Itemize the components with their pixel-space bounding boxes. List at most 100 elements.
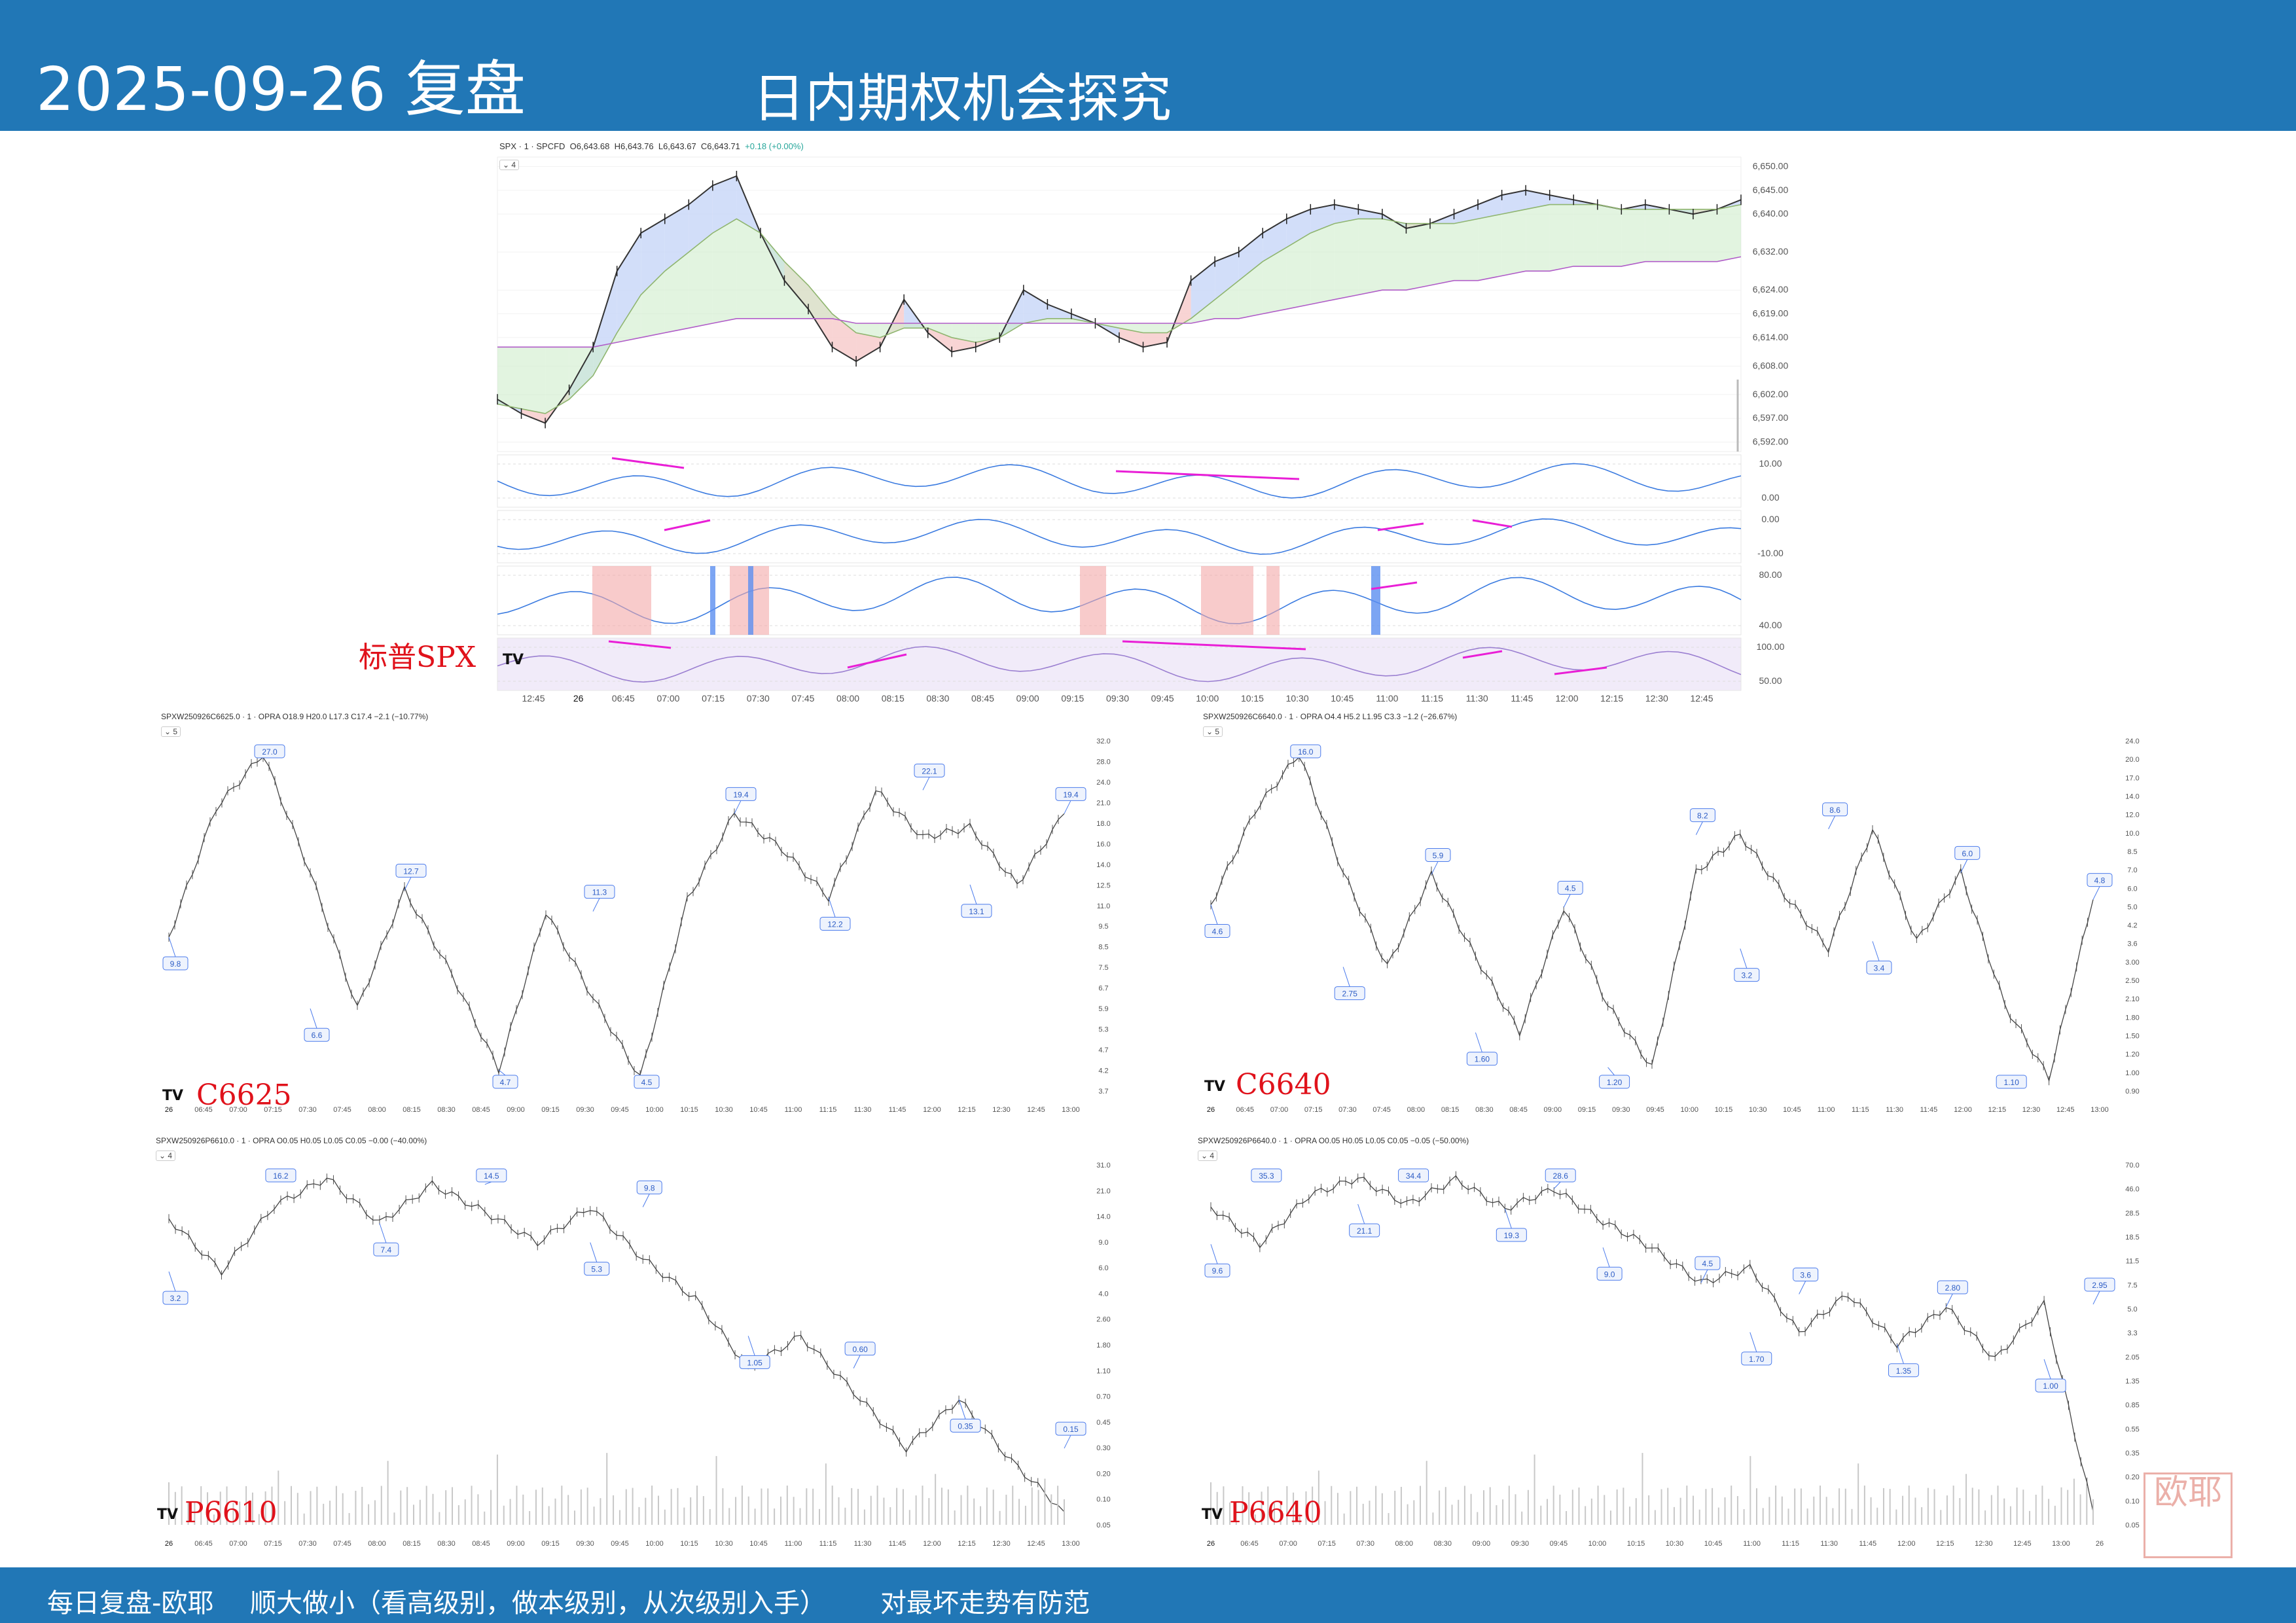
c6640-y-tick-label: 5.0 (2127, 903, 2137, 911)
p6640-y-tick-label: 5.0 (2127, 1306, 2137, 1313)
spx-subpanel-line (497, 518, 1742, 555)
c6640-annotation-leader (1828, 815, 1836, 830)
header-bar: 2025-09-26 复盘 日内期权机会探究 (0, 0, 2296, 131)
p6640-indicator-toggle[interactable]: ⌄ 4 (1198, 1150, 1218, 1161)
p6640-x-tick-label: 12:30 (1975, 1540, 1993, 1548)
c6625-x-tick-label: 10:15 (680, 1106, 698, 1114)
spx-chart-panel[interactable]: 6,650.00 6,645.00 6,640.00 6,632.00 6,624.00… (494, 137, 1797, 707)
p6640-x-tick-label: 11:30 (1820, 1540, 1838, 1548)
p6640-annotation-label: 34.4 (1406, 1171, 1422, 1181)
spx-y-tick-label: 6,597.00 (1753, 412, 1789, 423)
c6625-indicator-toggle[interactable]: ⌄ 5 (161, 726, 181, 737)
spx-band-lower-segment (1549, 204, 1574, 272)
c6625-annotation-leader (828, 897, 836, 918)
p6640-annotation-box (1888, 1363, 1919, 1378)
c6625-annotation-box (819, 916, 851, 931)
p6610-annotation-leader (379, 1222, 387, 1243)
p6610-chart-svg: 31.0 21.0 14.0 9.0 6.0 4.0 2.60 1.80 1.10 0.70 0.4… (162, 1162, 1111, 1548)
c6625-annotation-label: 27.0 (262, 747, 278, 757)
c6625-x-tick-label: 11:00 (785, 1106, 802, 1114)
c6625-chart-panel[interactable]: 32.0 28.0 24.0 21.0 18.0 16.0 14.0 12.5 11.0 9.5 8… (154, 708, 1130, 1117)
p6640-y-tick-label: 0.35 (2125, 1450, 2139, 1457)
c6625-x-tick-label: 10:30 (715, 1106, 733, 1114)
p6610-x-tick-label: 07:45 (333, 1540, 351, 1548)
p6610-y-tick-label: 0.20 (1096, 1470, 1110, 1478)
p6610-chart-panel[interactable]: 31.0 21.0 14.0 9.0 6.0 4.0 2.60 1.80 1.10 0.70 0.4… (154, 1132, 1130, 1551)
spx-band-segment (1047, 304, 1071, 319)
spx-x-tick-label: 11:30 (1466, 693, 1488, 704)
spx-band-lower-segment (617, 294, 641, 343)
spx-band-segment (1621, 204, 1645, 209)
p6640-annotation-label: 21.1 (1357, 1226, 1372, 1236)
p6640-annotation-leader (1602, 1247, 1610, 1268)
p6610-annotation-label: 0.35 (958, 1421, 973, 1431)
spx-band-lower-segment (1310, 223, 1335, 304)
p6610-annotation-leader (642, 1194, 650, 1207)
c6640-y-tick-label: 2.10 (2125, 995, 2139, 1003)
c6625-annotation-leader (734, 800, 742, 814)
spx-band-lower-segment (1263, 247, 1287, 314)
spx-indicator-toggle[interactable]: ⌄ 4 (499, 160, 520, 170)
c6640-y-tick-label: 3.00 (2125, 959, 2139, 967)
c6625-annotation-leader (404, 877, 412, 891)
p6610-x-tick-label: 12:45 (1027, 1540, 1045, 1548)
spx-band-lower-segment (1645, 209, 1670, 262)
p6640-chart-panel[interactable]: 70.0 46.0 28.5 18.5 11.5 7.5 5.0 3.3 2.05 1.35 0.8… (1196, 1132, 2159, 1551)
c6640-y-tick-label: 12.0 (2125, 812, 2139, 819)
c6625-x-tick-label: 08:00 (368, 1106, 386, 1114)
p6640-y-tick-label: 0.20 (2125, 1474, 2139, 1482)
c6640-x-tick-label: 07:45 (1372, 1106, 1391, 1114)
c6625-y-tick-label: 7.5 (1098, 964, 1108, 972)
spx-divergence-mark (847, 653, 907, 669)
p6640-x-tick-label: 10:45 (1704, 1540, 1723, 1548)
p6640-annotation-leader (1210, 1244, 1218, 1264)
p6640-annotation-leader (1553, 1181, 1561, 1189)
c6625-y-tick-label: 18.0 (1096, 820, 1110, 828)
spx-y-tick-label: 6,608.00 (1753, 360, 1789, 370)
p6640-x-tick-label: 26 (2096, 1540, 2104, 1548)
spx-band-lower-segment (1334, 219, 1359, 300)
c6640-x-tick-label: 09:45 (1646, 1106, 1664, 1114)
p6640-annotation-leader (1749, 1332, 1757, 1352)
p6610-annotation-leader (484, 1181, 492, 1185)
c6640-y-tick-label: 14.0 (2125, 793, 2139, 800)
c6625-x-tick-label: 09:30 (576, 1106, 594, 1114)
c6640-indicator-toggle[interactable]: ⌄ 5 (1203, 726, 1223, 737)
c6640-y-tick-label: 24.0 (2125, 738, 2139, 745)
c6640-x-tick-label: 13:00 (2090, 1106, 2109, 1114)
p6610-indicator-toggle[interactable]: ⌄ 4 (156, 1150, 176, 1161)
spx-kdj-blue-highlight (710, 566, 715, 635)
c6625-annotation-box (584, 885, 615, 899)
spx-subpanel-rsi (497, 637, 1742, 691)
c6625-legend: SPXW250926C6625.0 · 1 · OPRA O18.9 H20.0… (161, 712, 429, 721)
spx-x-tick-label: 08:30 (926, 693, 949, 704)
c6625-annotation-label: 4.5 (641, 1078, 653, 1087)
c6640-y-tick-label: 1.80 (2125, 1014, 2139, 1022)
c6640-chart-panel[interactable]: 24.0 20.0 17.0 14.0 12.0 10.0 8.5 7.0 6.0 5.0 4.2 3… (1196, 708, 2159, 1117)
c6625-annotation-box (304, 1027, 330, 1042)
spx-kdj-highlight (1080, 566, 1106, 635)
spx-divergence-mark (664, 519, 711, 531)
spx-band-lower-segment (1478, 214, 1502, 281)
spx-x-tick-label: 07:00 (656, 693, 679, 704)
spx-band-segment (952, 337, 976, 352)
c6640-y-tick-label: 3.6 (2127, 940, 2137, 948)
p6610-y-tick-label: 0.45 (1096, 1419, 1110, 1427)
spx-x-tick-label: 10:15 (1241, 693, 1264, 704)
c6640-x-tick-label: 06:45 (1236, 1106, 1254, 1114)
p6640-y-tick-label: 28.5 (2125, 1209, 2139, 1217)
spx-band-lower-segment (1621, 209, 1645, 266)
spx-x-tick-label: 12:45 (1690, 693, 1713, 704)
p6640-annotation-leader (1799, 1281, 1806, 1294)
c6640-y-tick-label: 1.00 (2125, 1069, 2139, 1077)
c6640-x-tick-label: 08:00 (1407, 1106, 1426, 1114)
spx-band-segment (1454, 204, 1479, 224)
p6610-x-tick-label: 11:00 (785, 1540, 802, 1548)
p6640-annotation-box (1596, 1266, 1623, 1281)
c6640-y-tick-label: 8.5 (2127, 848, 2137, 856)
p6640-x-tick-label: 12:00 (1897, 1540, 1916, 1548)
p6610-y-tick-label: 0.70 (1096, 1393, 1110, 1401)
c6640-annotation-leader (1563, 894, 1571, 908)
c6640-x-tick-label: 11:45 (1920, 1106, 1937, 1114)
p6610-annotation-label: 3.2 (170, 1294, 181, 1303)
